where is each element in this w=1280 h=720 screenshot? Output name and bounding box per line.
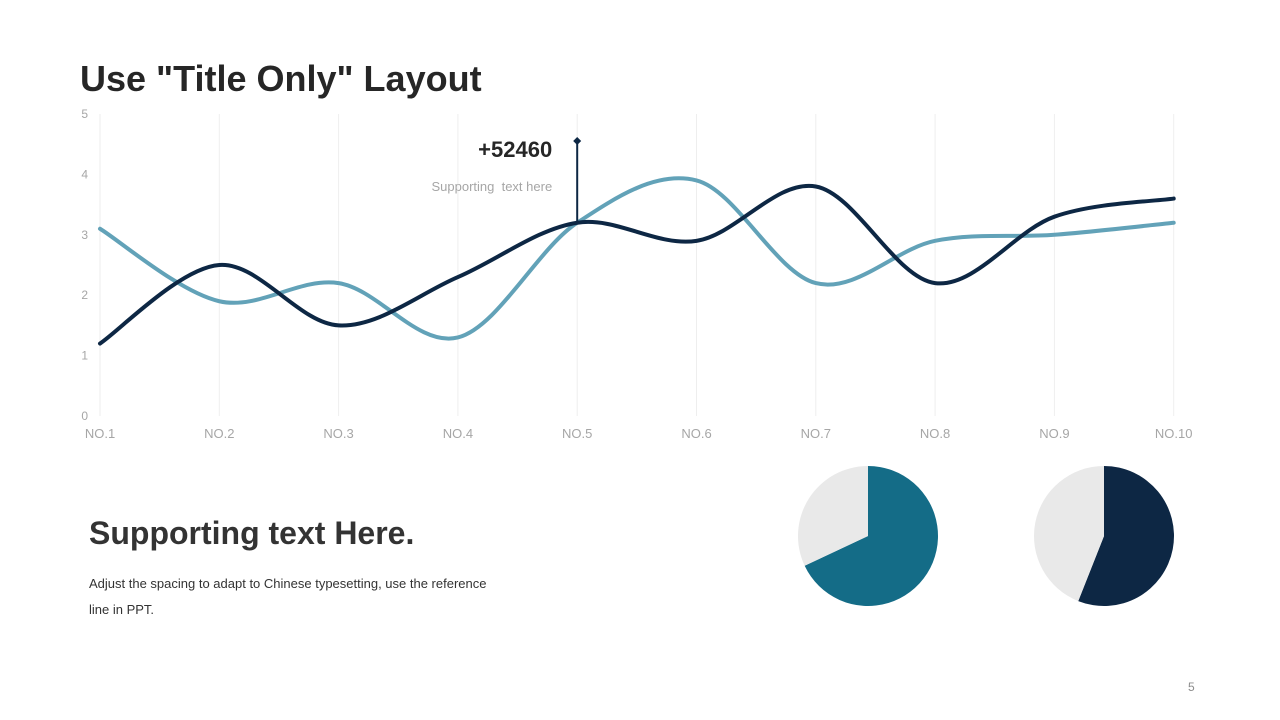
x-tick-label: NO.8: [920, 426, 950, 441]
supporting-heading: Supporting text Here.: [89, 515, 415, 551]
pie-slice-value: [804, 466, 938, 606]
x-tick-label: NO.6: [681, 426, 711, 441]
y-tick-label: 4: [81, 167, 88, 181]
pie-slice-remainder: [798, 466, 868, 566]
callout-value: +52460: [478, 137, 552, 162]
series-2-line: [98, 176, 1176, 341]
y-tick-label: 3: [81, 228, 88, 242]
x-tick-label: NO.5: [562, 426, 592, 441]
x-tick-label: NO.9: [1039, 426, 1069, 441]
chart-grid: [99, 114, 1175, 416]
x-tick-label: NO.7: [801, 426, 831, 441]
supporting-body-text: Adjust the spacing to adapt to Chinese t…: [89, 576, 487, 617]
x-tick-label: NO.4: [443, 426, 473, 441]
pie-chart-2: [1034, 466, 1174, 606]
chart-series: [98, 176, 1176, 346]
slide-title: Use "Title Only" Layout: [80, 58, 482, 99]
series-1-line: [98, 183, 1176, 346]
y-tick-label: 2: [81, 288, 88, 302]
pie-slice-remainder: [1034, 466, 1104, 602]
y-tick-label: 0: [81, 409, 88, 423]
y-axis-ticks: 0 1 2 3 4 5: [81, 107, 88, 423]
callout-caption: Supporting text here: [431, 179, 552, 194]
page-number: 5: [1188, 680, 1195, 694]
x-tick-label: NO.3: [323, 426, 353, 441]
x-tick-label: NO.1: [85, 426, 115, 441]
pie-slice-value: [1078, 466, 1174, 606]
pie-chart-1: [798, 466, 938, 606]
y-tick-label: 5: [81, 107, 88, 121]
y-tick-label: 1: [81, 349, 88, 363]
chart-callout: +52460 Supporting text here: [431, 137, 582, 223]
x-tick-label: NO.10: [1155, 426, 1193, 441]
x-tick-label: NO.2: [204, 426, 234, 441]
x-axis-ticks: NO.1 NO.2 NO.3 NO.4 NO.5 NO.6 NO.7 NO.8 NO.9 NO.1…: [85, 426, 1193, 441]
callout-marker-diamond-icon: [573, 137, 582, 145]
